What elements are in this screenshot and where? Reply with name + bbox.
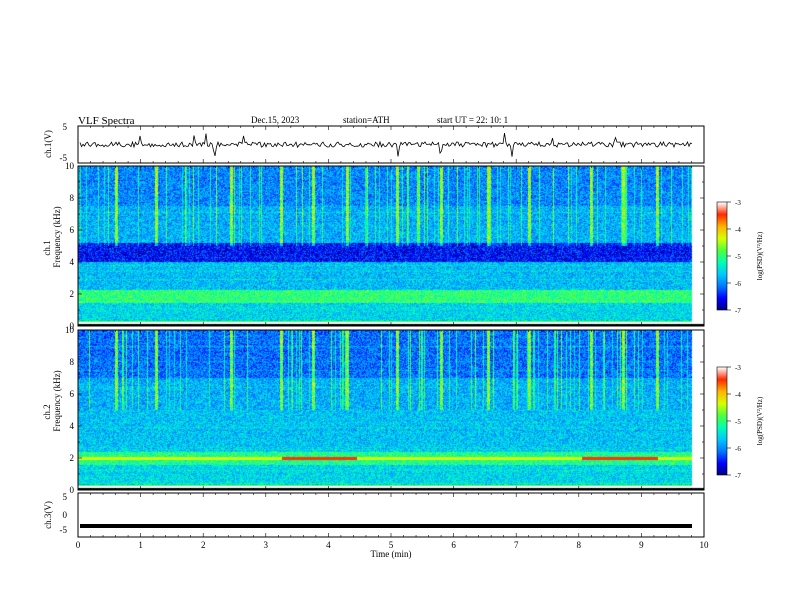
ch1-waveform-trace (79, 133, 693, 157)
colorbar-tick-label: -6 (735, 280, 741, 288)
ch1-ytick-top: 5 (63, 122, 68, 132)
figure-title: VLF Spectra (78, 115, 135, 127)
y-tick-label: 8 (70, 193, 75, 203)
ch1-ylabel: ch.1(V) (43, 130, 53, 158)
ch3-ytick-bottom: -5 (60, 525, 68, 535)
ch1-ytick-bottom: -5 (60, 153, 68, 163)
ch1-colorbar-ticks: -3 -4 -5 -6 -7 (727, 199, 741, 315)
ch3-ytick-top: 5 (63, 492, 68, 502)
y-tick-label: 0 (70, 485, 75, 495)
colorbar-tick-label: -5 (735, 418, 741, 426)
colorbar-tick-label: -4 (735, 226, 741, 234)
x-tick-label: 6 (451, 540, 456, 550)
x-tick-label: 9 (639, 540, 644, 550)
ch3-ytick-middle: 0 (63, 510, 68, 520)
ch1-spectrogram-image (78, 166, 704, 326)
ch2-colorbar: -3 -4 -5 -6 -7 log(PSD)(V²/Hz) (716, 364, 764, 480)
colorbar-tick-label: -3 (735, 364, 741, 372)
ch2-spectrogram-yticks: 0 2 4 6 8 10 (65, 325, 704, 495)
x-tick-label: 1 (138, 540, 143, 550)
y-tick-label: 4 (70, 421, 75, 431)
ch1-spectrogram-yticks: 0 2 4 6 8 10 (65, 161, 704, 331)
x-tick-label: 3 (264, 540, 269, 550)
ch2-spectrogram-panel: 0 2 4 6 8 10 ch.2 Frequency (kHz) (42, 325, 705, 495)
x-tick-label: 0 (76, 540, 81, 550)
y-tick-label: 6 (70, 389, 75, 399)
time-axis-tick-labels: 0 1 2 3 4 5 6 7 8 9 10 (76, 540, 709, 550)
y-tick-label: 8 (70, 357, 75, 367)
y-tick-label: 2 (70, 453, 75, 463)
ch2-ylabel-frequency: Frequency (kHz) (52, 370, 62, 431)
x-tick-label: 7 (514, 540, 519, 550)
colorbar-tick-label: -6 (735, 445, 741, 453)
date-label: Dec.15, 2023 (251, 115, 300, 125)
y-tick-label: 10 (65, 161, 75, 171)
y-tick-label: 0 (70, 321, 75, 331)
ch3-waveform-ticks (77, 493, 705, 537)
ch1-spectrogram-panel: 0 2 4 6 8 10 ch.1 Frequency (kHz) (42, 161, 705, 331)
ch2-spectrogram-xticks (77, 330, 705, 490)
start-time-label: start UT = 22: 10: 1 (437, 115, 508, 125)
x-tick-label: 10 (700, 540, 710, 550)
ch1-spectrogram-xticks (77, 166, 705, 326)
y-tick-label: 10 (65, 325, 75, 335)
colorbar-tick-label: -4 (735, 391, 741, 399)
x-tick-label: 8 (577, 540, 582, 550)
x-tick-label: 2 (201, 540, 206, 550)
colorbar-tick-label: -7 (735, 472, 741, 480)
ch1-waveform-ticks (77, 126, 705, 163)
colorbar-tick-label: -7 (735, 307, 741, 315)
y-tick-label: 6 (70, 225, 75, 235)
ch2-ylabel-channel: ch.2 (42, 404, 52, 419)
colorbar-tick-label: -5 (735, 253, 741, 261)
time-axis-label: Time (min) (371, 549, 412, 559)
ch2-colorbar-ticks: -3 -4 -5 -6 -7 (727, 364, 741, 480)
ch1-ylabel-channel: ch.1 (42, 240, 52, 255)
ch3-ylabel: ch.3(V) (43, 501, 53, 529)
ch1-colorbar-label: log(PSD)(V²/Hz) (756, 231, 764, 280)
colorbar-tick-label: -3 (735, 199, 741, 207)
ch3-waveform-panel: 5 0 -5 ch.3(V) 0 1 2 3 4 5 6 7 8 9 10 Time (min) (43, 492, 709, 559)
y-tick-label: 2 (70, 289, 75, 299)
ch2-spectrogram-image (78, 330, 704, 490)
ch1-waveform-panel: 5 -5 ch.1(V) (43, 122, 705, 164)
x-tick-label: 4 (326, 540, 331, 550)
x-tick-label: 5 (389, 540, 394, 550)
ch1-colorbar: -3 -4 -5 -6 -7 log(PSD)(V²/Hz) (716, 199, 764, 315)
ch2-colorbar-label: log(PSD)(V²/Hz) (756, 396, 764, 445)
ch1-ylabel-frequency: Frequency (kHz) (52, 206, 62, 267)
y-tick-label: 4 (70, 257, 75, 267)
station-label: station=ATH (343, 115, 390, 125)
